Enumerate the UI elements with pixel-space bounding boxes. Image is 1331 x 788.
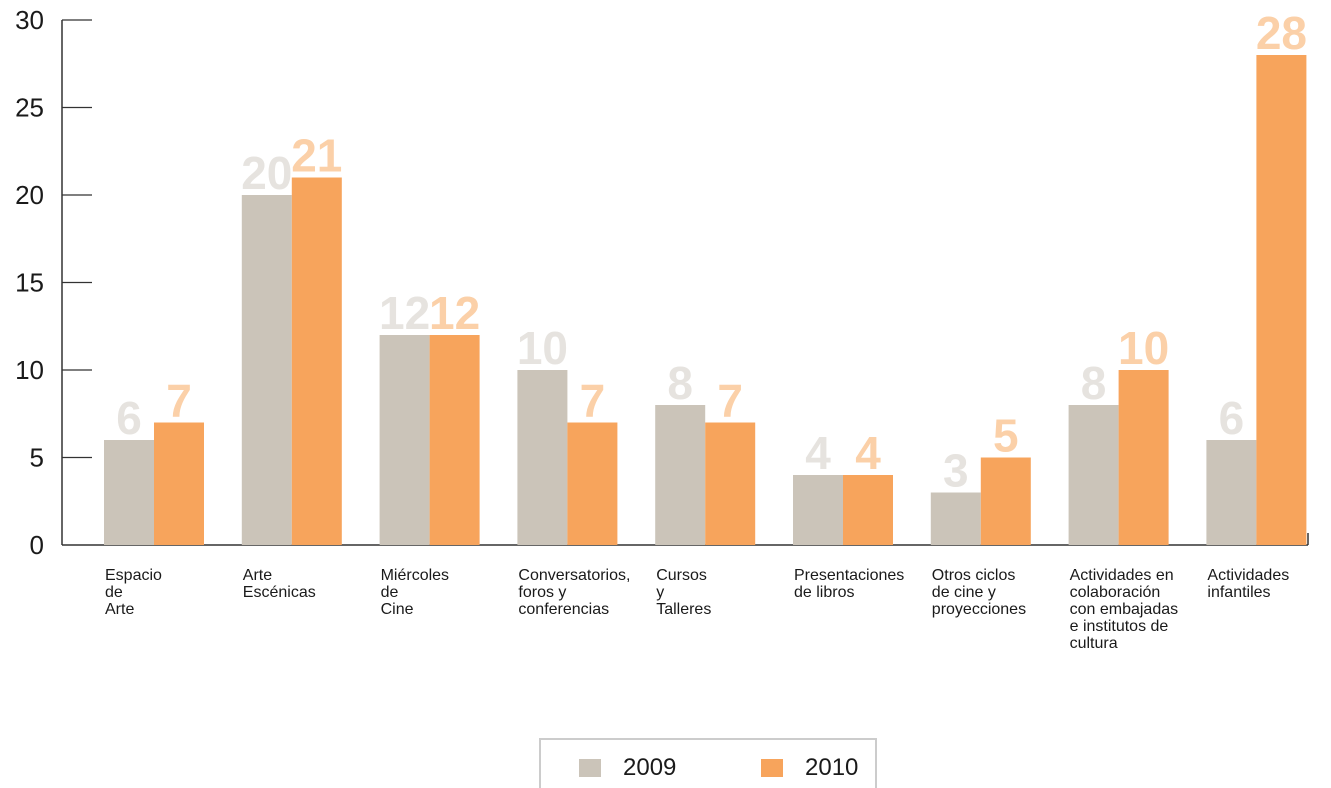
category-label-7: Actividades en colaboración con embajadas e… — [1070, 567, 1179, 652]
data-label-2009-2: 12 — [379, 287, 430, 339]
bar-2010-6 — [980, 457, 1031, 545]
category-label-line: de — [381, 584, 399, 601]
y-tick-label: 10 — [15, 355, 44, 385]
bar-2009-1 — [241, 195, 292, 545]
y-tick-label: 25 — [15, 93, 44, 123]
data-label-2010-2: 12 — [429, 287, 480, 339]
bar-2009-3 — [517, 370, 568, 545]
bar-2010-2 — [429, 335, 480, 545]
bar-2010-0 — [154, 422, 204, 545]
category-label-line: Cursos — [656, 567, 707, 584]
bar-2009-6 — [930, 492, 981, 545]
data-label-2010-0: 7 — [166, 375, 192, 427]
y-tick-label: 20 — [15, 180, 44, 210]
category-label-line: Espacio — [105, 567, 162, 584]
y-tick-label: 15 — [15, 268, 44, 298]
bar-2009-5 — [793, 475, 843, 545]
category-label-4: Cursos y Talleres — [656, 567, 711, 618]
data-label-2009-8: 6 — [1219, 392, 1245, 444]
data-label-2009-7: 8 — [1081, 357, 1107, 409]
data-label-2009-0: 6 — [116, 392, 142, 444]
data-label-2010-4: 7 — [717, 375, 743, 427]
legend-swatch-2009 — [579, 759, 601, 777]
category-label-line: Arte — [105, 601, 134, 618]
legend-label-2009: 2009 — [623, 754, 677, 781]
legend-label-2010: 2010 — [805, 754, 859, 781]
category-label-line: proyecciones — [932, 601, 1026, 618]
category-label-5: Presentaciones de libros — [794, 567, 904, 601]
bar-2009-4 — [655, 405, 706, 545]
category-label-2: Miércoles de Cine — [381, 567, 449, 618]
legend: 2009 2010 — [539, 738, 877, 788]
data-label-2009-3: 10 — [517, 322, 568, 374]
category-label-line: Presentaciones — [794, 567, 904, 584]
category-label-line: Conversatorios, — [518, 567, 630, 584]
y-tick-label: 30 — [15, 5, 44, 35]
data-label-2010-1: 21 — [291, 130, 342, 182]
category-label-line: y — [656, 584, 664, 601]
y-tick-label: 0 — [30, 530, 44, 560]
category-label-line: de — [105, 584, 123, 601]
data-label-2010-5: 4 — [855, 427, 881, 479]
bar-2009-0 — [104, 440, 154, 545]
bar-2010-1 — [291, 177, 342, 545]
category-label-line: cultura — [1070, 635, 1118, 652]
category-label-3: Conversatorios, foros y conferencias — [518, 567, 630, 618]
data-label-2009-1: 20 — [241, 147, 292, 199]
category-label-line: colaboración — [1070, 584, 1161, 601]
category-label-6: Otros ciclos de cine y proyecciones — [932, 567, 1026, 618]
category-label-line: de cine y — [932, 584, 996, 601]
bars — [104, 55, 1307, 545]
data-label-2009-4: 8 — [667, 357, 693, 409]
bar-2010-5 — [843, 475, 893, 545]
category-label-line: Miércoles — [381, 567, 449, 584]
data-label-2010-3: 7 — [580, 375, 606, 427]
category-label-line: Cine — [381, 601, 414, 618]
category-label-line: Actividades — [1207, 567, 1289, 584]
bar-2010-3 — [567, 422, 618, 545]
legend-swatch-2010 — [761, 759, 783, 777]
bar-2009-8 — [1206, 440, 1257, 545]
data-label-2009-5: 4 — [805, 427, 831, 479]
category-label-line: Escénicas — [243, 584, 316, 601]
legend-item-2009: 2009 — [579, 754, 676, 782]
y-tick-label: 5 — [30, 443, 44, 473]
data-label-2010-6: 5 — [993, 410, 1019, 462]
data-label-2010-8: 28 — [1256, 7, 1307, 59]
category-label-line: con embajadas — [1070, 601, 1179, 618]
bar-2009-7 — [1068, 405, 1119, 545]
category-label-line: Arte — [243, 567, 272, 584]
category-label-1: Arte Escénicas — [243, 567, 316, 601]
category-label-line: Otros ciclos — [932, 567, 1016, 584]
category-label-line: de libros — [794, 584, 854, 601]
category-label-0: Espacio de Arte — [105, 567, 162, 618]
bar-2010-7 — [1118, 370, 1169, 545]
bar-2010-4 — [705, 422, 756, 545]
category-label-line: foros y — [518, 584, 566, 601]
bar-2010-8 — [1256, 55, 1307, 545]
data-label-2010-7: 10 — [1118, 322, 1169, 374]
category-label-line: e institutos de — [1070, 618, 1169, 635]
data-label-2009-6: 3 — [943, 445, 969, 497]
bar-2009-2 — [379, 335, 430, 545]
category-label-line: conferencias — [518, 601, 609, 618]
category-label-line: Actividades en — [1070, 567, 1174, 584]
category-label-8: Actividades infantiles — [1207, 567, 1289, 601]
legend-item-2010: 2010 — [761, 754, 858, 782]
category-label-line: infantiles — [1207, 584, 1270, 601]
category-label-line: Talleres — [656, 601, 711, 618]
